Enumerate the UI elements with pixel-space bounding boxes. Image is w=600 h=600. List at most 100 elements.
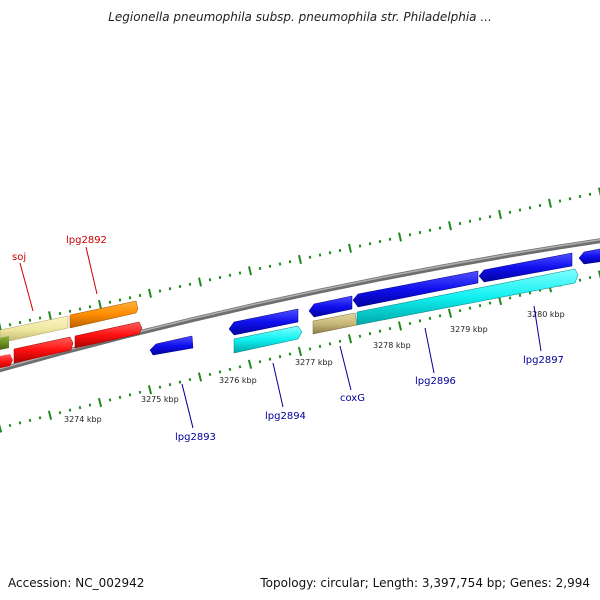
major-tick	[498, 209, 502, 220]
gene-arrow-blue-3[interactable]	[308, 295, 353, 318]
callout-coxG	[339, 345, 352, 391]
gene-arrow-khaki[interactable]	[0, 315, 69, 344]
kbp-label: 3280 kbp	[527, 310, 565, 319]
minor-tick	[38, 316, 42, 320]
minor-tick	[518, 208, 522, 212]
minor-tick	[188, 282, 192, 286]
gene-arrow-blue-5[interactable]	[478, 252, 573, 283]
accession-label: Accession: NC_002942	[8, 576, 145, 590]
major-tick	[48, 311, 52, 321]
gene-arrow-lpg2894-blue[interactable]	[228, 308, 299, 336]
minor-tick	[168, 383, 172, 387]
gene-arrow-soj[interactable]	[13, 336, 74, 364]
gene-arrow-lpg2894-cyan[interactable]	[233, 325, 303, 354]
gene-label-lpg2896[interactable]: lpg2896	[415, 376, 456, 387]
minor-tick	[408, 321, 412, 326]
minor-tick	[318, 344, 322, 349]
kbp-label: 3275 kbp	[141, 395, 179, 404]
minor-tick	[58, 311, 62, 316]
minor-tick	[178, 380, 182, 384]
gene-arrow-lpg2896[interactable]	[356, 268, 579, 326]
major-tick	[597, 270, 600, 280]
minor-tick	[108, 300, 112, 304]
gene-label-coxG[interactable]: coxG	[340, 393, 365, 404]
minor-tick	[538, 203, 542, 208]
major-tick	[297, 346, 303, 357]
major-tick	[548, 198, 552, 208]
kbp-label: 3278 kbp	[373, 341, 411, 350]
minor-tick	[408, 233, 412, 237]
minor-tick	[218, 275, 222, 280]
major-tick	[298, 254, 302, 265]
minor-tick	[38, 416, 42, 420]
minor-tick	[338, 339, 342, 343]
minor-tick	[308, 347, 312, 351]
minor-tick	[588, 192, 592, 196]
minor-tick	[168, 287, 172, 291]
gene-arrow-blue-4[interactable]	[352, 270, 479, 308]
minor-tick	[378, 329, 382, 333]
callout-lpg2892	[85, 246, 98, 295]
minor-tick	[238, 271, 242, 275]
minor-tick	[558, 199, 562, 203]
minor-tick	[488, 301, 492, 305]
minor-tick	[338, 248, 342, 253]
minor-tick	[508, 210, 512, 214]
major-tick	[247, 359, 253, 369]
minor-tick	[508, 296, 512, 300]
major-tick	[348, 243, 352, 253]
gene-arrow-blue-6[interactable]	[578, 248, 600, 265]
minor-tick	[208, 372, 212, 377]
kbp-label: 3277 kbp	[295, 358, 333, 367]
minor-tick	[88, 305, 92, 309]
minor-tick	[158, 385, 162, 389]
gene-label-lpg2897[interactable]: lpg2897	[523, 355, 564, 366]
minor-tick	[358, 244, 362, 248]
callout-lpg2894	[272, 362, 284, 408]
gene-callout-lines	[19, 246, 542, 429]
minor-tick	[18, 320, 22, 325]
major-tick	[97, 397, 103, 408]
gene-arrow-lpg2893[interactable]	[149, 335, 194, 356]
kbp-label: 3276 kbp	[219, 376, 257, 385]
major-tick	[197, 372, 203, 382]
gene-label-soj[interactable]: soj	[12, 252, 26, 263]
minor-tick	[368, 332, 372, 336]
gene-label-lpg2893[interactable]: lpg2893	[175, 432, 216, 443]
minor-tick	[288, 352, 292, 356]
kbp-label: 3279 kbp	[450, 325, 488, 334]
minor-tick	[118, 298, 122, 302]
minor-tick	[118, 395, 122, 400]
gene-arrow-red-2[interactable]	[74, 321, 143, 349]
minor-tick	[178, 284, 182, 289]
inner-tick-ruler	[0, 270, 600, 433]
gene-arrow-lpg2892[interactable]	[69, 300, 139, 329]
minor-tick	[128, 296, 132, 300]
minor-tick	[388, 237, 392, 241]
major-tick	[447, 308, 453, 318]
major-tick	[347, 334, 353, 344]
minor-tick	[328, 342, 332, 346]
reverse-strand-genes	[233, 268, 579, 354]
minor-tick	[208, 278, 212, 282]
minor-tick	[578, 278, 582, 282]
minor-tick	[428, 228, 432, 232]
minor-tick	[258, 266, 262, 271]
callout-soj	[19, 262, 34, 312]
minor-tick	[528, 206, 532, 210]
minor-tick	[468, 219, 472, 223]
gene-label-lpg2894[interactable]: lpg2894	[265, 411, 306, 422]
gene-arrow-red-left[interactable]	[0, 354, 13, 369]
outer-tick-ruler	[0, 187, 600, 332]
gene-arrow-olive[interactable]	[0, 336, 9, 351]
gene-label-lpg2892[interactable]: lpg2892	[66, 235, 107, 246]
minor-tick	[288, 260, 292, 264]
minor-tick	[478, 217, 482, 221]
genome-title: Legionella pneumophila subsp. pneumophil…	[108, 10, 492, 24]
minor-tick	[438, 314, 442, 318]
minor-tick	[278, 354, 282, 359]
major-tick	[0, 423, 3, 433]
minor-tick	[428, 316, 432, 320]
gene-arrow-coxG[interactable]	[312, 312, 358, 335]
